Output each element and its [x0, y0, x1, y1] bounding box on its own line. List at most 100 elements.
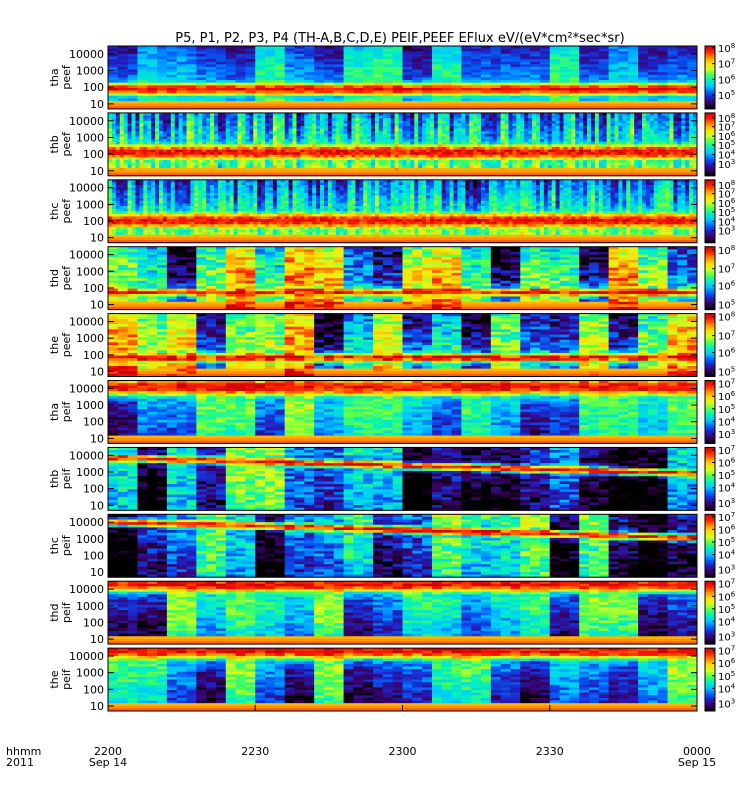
- heatmap-cell: [403, 56, 413, 59]
- heatmap-cell: [457, 168, 461, 171]
- heatmap-cell: [446, 155, 450, 158]
- heatmap-cell: [295, 101, 305, 104]
- heatmap-cell: [132, 147, 136, 150]
- heatmap-cell: [658, 67, 668, 70]
- heatmap-cell: [344, 67, 354, 70]
- heatmap-cell: [206, 72, 216, 75]
- heatmap-cell: [285, 75, 295, 78]
- panel-thb-peef: 10000100010010thb peef108107106105104103: [48, 112, 736, 178]
- heatmap-cell: [143, 129, 147, 132]
- heatmap-cell: [395, 121, 399, 124]
- heatmap-cell: [410, 139, 414, 142]
- heatmap-cell: [351, 126, 355, 129]
- heatmap-cell: [363, 49, 373, 52]
- heatmap-cell: [461, 88, 471, 91]
- heatmap-cell: [135, 165, 139, 168]
- heatmap-cell: [493, 157, 497, 160]
- heatmap-cell: [344, 70, 354, 73]
- heatmap-cell: [245, 163, 249, 166]
- heatmap-cell: [575, 123, 579, 126]
- heatmap-cell: [234, 144, 238, 147]
- heatmap-cell: [510, 83, 520, 86]
- ylabel-text: peef: [60, 64, 73, 90]
- heatmap-cell: [108, 75, 118, 78]
- heatmap-cell: [648, 67, 658, 70]
- heatmap-cell: [687, 49, 697, 52]
- heatmap-cell: [471, 51, 481, 54]
- heatmap-cell: [296, 129, 300, 132]
- heatmap-cell: [410, 134, 414, 137]
- heatmap-cell: [304, 157, 308, 160]
- heatmap-cell: [481, 168, 485, 171]
- heatmap-cell: [634, 160, 638, 163]
- heatmap-cell: [336, 155, 340, 158]
- heatmap-cell: [328, 168, 332, 171]
- heatmap-cell: [206, 123, 210, 126]
- heatmap-cell: [414, 121, 418, 124]
- heatmap-cell: [132, 165, 136, 168]
- heatmap-cell: [544, 121, 548, 124]
- heatmap-cell: [304, 98, 314, 101]
- heatmap-cell: [147, 72, 157, 75]
- heatmap-cell: [579, 126, 583, 129]
- heatmap-cell: [603, 116, 607, 119]
- heatmap-cell: [457, 123, 461, 126]
- heatmap-cell: [265, 101, 275, 104]
- heatmap-cell: [265, 98, 275, 101]
- heatmap-cell: [393, 62, 403, 65]
- heatmap-cell: [530, 96, 540, 99]
- heatmap-cell: [556, 163, 560, 166]
- heatmap-cell: [556, 171, 560, 174]
- heatmap-cell: [668, 67, 678, 70]
- heatmap-cell: [516, 150, 520, 153]
- heatmap-cell: [446, 144, 450, 147]
- heatmap-cell: [666, 131, 670, 134]
- heatmap-cell: [544, 131, 548, 134]
- heatmap-cell: [461, 77, 471, 80]
- heatmap-cell: [579, 96, 589, 99]
- heatmap-cell: [316, 123, 320, 126]
- heatmap-cell: [646, 142, 650, 145]
- heatmap-cell: [481, 144, 485, 147]
- heatmap-cell: [430, 129, 434, 132]
- heatmap-cell: [151, 160, 155, 163]
- heatmap-cell: [587, 134, 591, 137]
- heatmap-cell: [155, 171, 159, 174]
- heatmap-cell: [383, 142, 387, 145]
- heatmap-cell: [363, 75, 373, 78]
- heatmap-cell: [363, 118, 367, 121]
- heatmap-cell: [379, 123, 383, 126]
- ytick-label: 100: [83, 81, 104, 94]
- heatmap-cell: [187, 59, 197, 62]
- heatmap-cell: [245, 144, 249, 147]
- heatmap-cell: [351, 171, 355, 174]
- heatmap-cell: [607, 139, 611, 142]
- heatmap-cell: [147, 142, 151, 145]
- heatmap-cell: [296, 157, 300, 160]
- heatmap-cell: [293, 139, 297, 142]
- heatmap-cell: [512, 126, 516, 129]
- heatmap-cell: [501, 104, 511, 107]
- heatmap-cell: [552, 134, 556, 137]
- heatmap-cell: [469, 147, 473, 150]
- heatmap-cell: [269, 134, 273, 137]
- heatmap-cell: [434, 155, 438, 158]
- heatmap-cell: [249, 168, 253, 171]
- heatmap-cell: [190, 160, 194, 163]
- heatmap-cell: [589, 98, 599, 101]
- heatmap-cell: [373, 88, 383, 91]
- heatmap-cell: [642, 168, 646, 171]
- heatmap-cell: [281, 131, 285, 134]
- heatmap-cell: [332, 129, 336, 132]
- heatmap-cell: [530, 77, 540, 80]
- heatmap-cell: [548, 142, 552, 145]
- heatmap-cell: [393, 59, 403, 62]
- heatmap-cell: [238, 147, 242, 150]
- heatmap-cell: [589, 77, 599, 80]
- heatmap-cell: [403, 59, 413, 62]
- heatmap-cell: [452, 49, 462, 52]
- heatmap-cell: [167, 142, 171, 145]
- heatmap-cell: [371, 150, 375, 153]
- heatmap-cell: [552, 168, 556, 171]
- heatmap-cell: [618, 54, 628, 57]
